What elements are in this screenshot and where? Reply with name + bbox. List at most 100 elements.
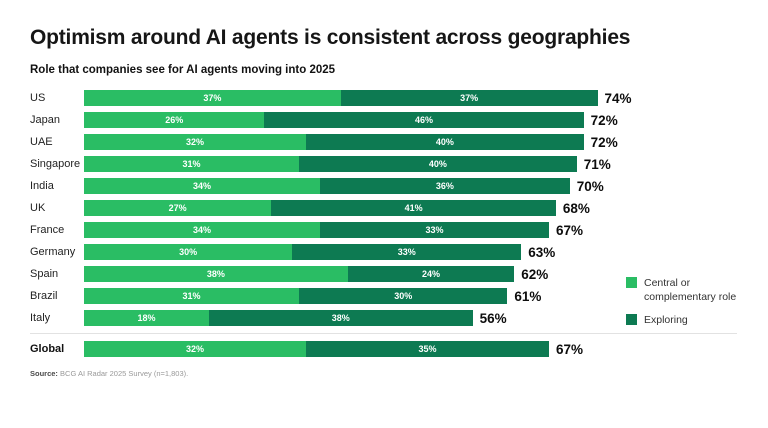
bar-row: Brazil 31% 30% 61%: [30, 285, 768, 307]
bar-segment-exploring: 36%: [319, 178, 570, 195]
segment-value-label: 30%: [394, 291, 413, 302]
bar-segment-central: 31%: [84, 156, 300, 173]
total-label: 72%: [590, 112, 618, 128]
total-label: 71%: [583, 156, 611, 172]
country-label: Singapore: [30, 158, 81, 171]
total-label: 70%: [576, 178, 604, 194]
segment-value-label: 33%: [397, 247, 416, 258]
bar-segment-exploring: 33%: [292, 244, 522, 261]
segment-value-label: 31%: [182, 159, 201, 170]
bar-row: France 34% 33% 67%: [30, 219, 768, 241]
stacked-bar: 18% 38%: [84, 310, 473, 327]
segment-value-label: 40%: [435, 137, 454, 148]
bar-segment-exploring: 24%: [347, 266, 515, 283]
segment-value-label: 26%: [165, 115, 184, 126]
country-label: Japan: [30, 114, 60, 127]
source-text: BCG AI Radar 2025 Survey (n=1,803).: [57, 369, 189, 379]
page: Optimism around AI agents is consistent …: [0, 26, 768, 428]
bar-segment-central: 30%: [84, 244, 293, 261]
legend-swatch-exploring: [626, 314, 637, 326]
total-label: 68%: [562, 200, 590, 216]
total-label: 62%: [521, 266, 549, 282]
segment-value-label: 37%: [460, 93, 479, 104]
segment-value-label: 41%: [404, 203, 423, 214]
bar-row: Germany 30% 33% 63%: [30, 241, 768, 263]
bar-row: India 34% 36% 70%: [30, 175, 768, 197]
segment-value-label: 36%: [435, 181, 454, 192]
country-label: US: [30, 92, 46, 105]
country-label: India: [30, 180, 54, 193]
segment-value-label: 27%: [168, 203, 187, 214]
total-label: 72%: [590, 134, 618, 150]
country-label: UAE: [30, 136, 53, 149]
bar-segment-central: 31%: [84, 288, 300, 305]
stacked-bar: 34% 33%: [84, 222, 549, 239]
stacked-bar: 32% 35%: [84, 341, 549, 358]
bar-row: Global 32% 35% 67%: [30, 338, 768, 360]
segment-value-label: 38%: [331, 313, 350, 324]
country-label: Germany: [30, 246, 76, 259]
segment-value-label: 37%: [203, 93, 222, 104]
bar-segment-central: 27%: [84, 200, 272, 217]
stacked-bar: 34% 36%: [84, 178, 570, 195]
bar-segment-exploring: 33%: [319, 222, 549, 239]
bar-segment-exploring: 40%: [299, 156, 577, 173]
stacked-bar: 26% 46%: [84, 112, 584, 129]
segment-value-label: 32%: [186, 137, 205, 148]
legend-swatch-central: [626, 277, 637, 288]
bar-segment-exploring: 37%: [340, 90, 598, 107]
total-label: 63%: [528, 244, 556, 260]
bar-segment-exploring: 40%: [306, 134, 584, 151]
legend-label: Central or complementary role: [644, 277, 737, 304]
country-label: France: [30, 224, 65, 237]
bar-segment-central: 37%: [84, 90, 341, 107]
bar-segment-central: 38%: [84, 266, 348, 283]
bar-row: Spain 38% 24% 62%: [30, 263, 768, 285]
chart-subtitle: Role that companies see for AI agents mo…: [30, 64, 336, 77]
segment-value-label: 33%: [425, 225, 444, 236]
total-label: 61%: [514, 288, 542, 304]
segment-value-label: 18%: [137, 313, 156, 324]
country-label: Italy: [30, 312, 51, 325]
stacked-bar: 31% 40%: [84, 156, 577, 173]
bar-row: Singapore 31% 40% 71%: [30, 153, 768, 175]
stacked-bar: 30% 33%: [84, 244, 522, 261]
total-label: 74%: [604, 90, 632, 106]
total-label: 56%: [479, 310, 507, 326]
segment-value-label: 38%: [206, 269, 225, 280]
segment-value-label: 46%: [415, 115, 434, 126]
segment-value-label: 40%: [428, 159, 447, 170]
bar-row: UAE 32% 40% 72%: [30, 131, 768, 153]
source-label: Source:: [30, 369, 58, 379]
legend-item-central: Central or complementary role: [626, 276, 751, 304]
country-label: Global: [30, 343, 65, 356]
stacked-bar: 31% 30%: [84, 288, 508, 305]
bar-segment-central: 34%: [84, 222, 320, 239]
bar-segment-central: 18%: [84, 310, 209, 327]
bar-segment-central: 32%: [84, 341, 307, 358]
segment-value-label: 32%: [186, 344, 205, 355]
stacked-bar: 38% 24%: [84, 266, 515, 283]
total-label: 67%: [555, 222, 583, 238]
legend-label: Exploring: [644, 314, 688, 327]
bar-segment-exploring: 35%: [306, 341, 549, 358]
segment-value-label: 35%: [418, 344, 437, 355]
segment-value-label: 31%: [182, 291, 201, 302]
stacked-bar: 37% 37%: [84, 90, 598, 107]
bar-segment-central: 26%: [84, 112, 265, 129]
bar-row: Japan 26% 46% 72%: [30, 109, 768, 131]
chart-rows: US 37% 37% 74% Japan 26% 46% 72% UAE 32% 40% 72% Sin…: [30, 87, 768, 360]
page-title: Optimism around AI agents is consistent …: [30, 26, 631, 49]
segment-value-label: 30%: [179, 247, 198, 258]
stacked-bar-chart: US 37% 37% 74% Japan 26% 46% 72% UAE 32% 40% 72% Sin…: [0, 87, 768, 360]
total-label: 67%: [555, 341, 583, 357]
bar-row: Italy 18% 38% 56%: [30, 307, 768, 329]
bar-segment-central: 32%: [84, 134, 307, 151]
chart-legend: Central or complementary role Exploring: [626, 276, 751, 337]
segment-value-label: 34%: [192, 225, 211, 236]
country-label: Brazil: [30, 290, 58, 303]
bar-row: US 37% 37% 74%: [30, 87, 768, 109]
bar-segment-central: 34%: [84, 178, 320, 195]
source-note: Source: BCG AI Radar 2025 Survey (n=1,80…: [30, 369, 738, 378]
bar-segment-exploring: 30%: [299, 288, 508, 305]
